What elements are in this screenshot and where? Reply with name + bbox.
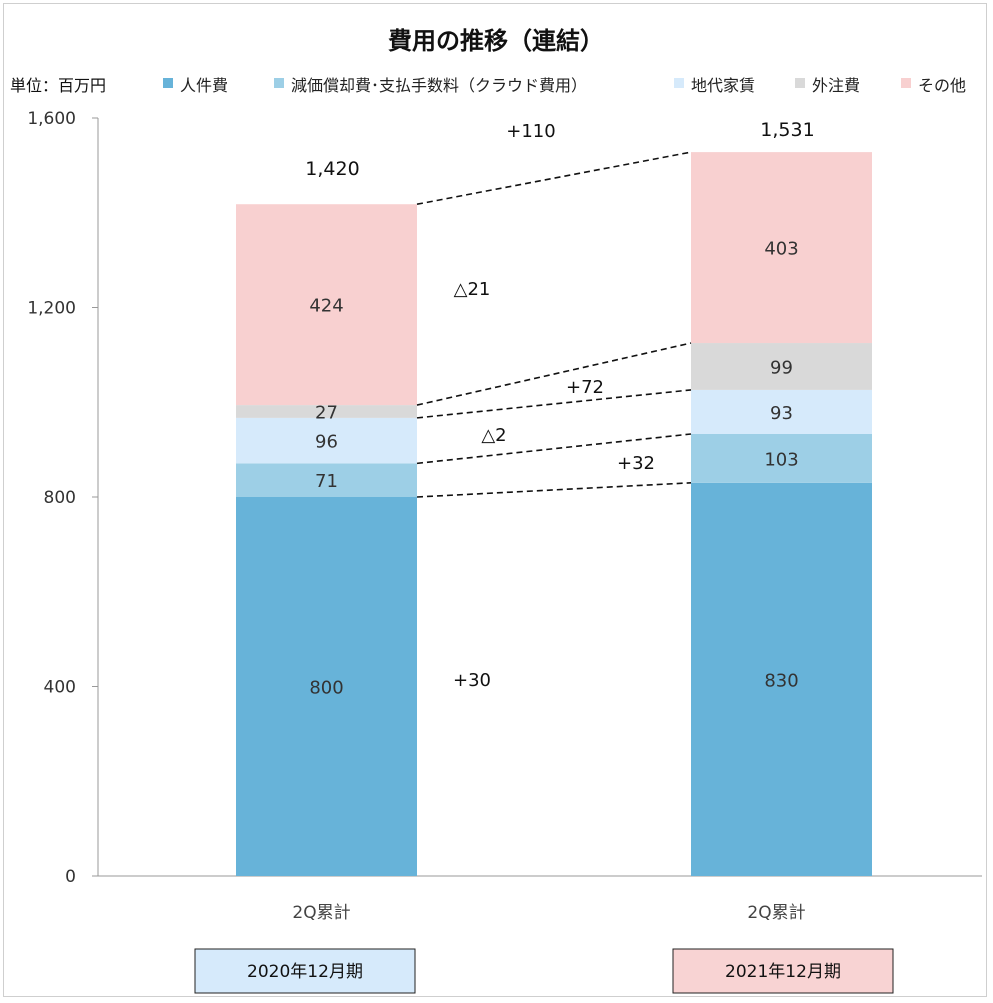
bar-segment-1-0 — [236, 463, 417, 497]
total-label-0: 1,420 — [305, 158, 359, 180]
unit-label: 単位：百万円 — [10, 76, 106, 95]
chart-frame — [3, 3, 987, 997]
legend-label-4: その他 — [918, 76, 966, 95]
category-label-1: 2Q累計 — [747, 903, 805, 923]
y-tick-label-2: 800 — [44, 488, 76, 508]
y-tick-label-0: 0 — [65, 867, 76, 887]
legend-label-1: 減価償却費･支払手数料（クラウド費用） — [291, 76, 587, 95]
legend-swatch-1 — [274, 78, 284, 88]
legend-label-3: 外注費 — [812, 76, 860, 95]
bar-segment-4-1 — [691, 152, 872, 344]
data-label-4-1: 403 — [764, 239, 798, 260]
data-label-3-0: 27 — [315, 402, 338, 423]
legend-swatch-2 — [674, 78, 684, 88]
connector-line-0 — [416, 481, 692, 498]
period-box-1 — [672, 948, 894, 994]
legend-swatch-3 — [795, 78, 805, 88]
y-tick-label-4: 1,600 — [27, 109, 76, 129]
y-tick-label-3: 1,200 — [27, 299, 76, 319]
delta-label-3: +72 — [566, 377, 604, 398]
data-label-0-1: 830 — [764, 670, 798, 691]
delta-label-4: △21 — [454, 279, 491, 300]
bar-segment-2-1 — [691, 389, 872, 434]
bar-segment-0-0 — [236, 497, 417, 876]
period-label-0: 2020年12月期 — [247, 962, 363, 982]
category-label-0: 2Q累計 — [292, 903, 350, 923]
delta-label-0: +30 — [453, 670, 491, 691]
connector-line-2 — [416, 389, 692, 419]
bar-segment-3-0 — [236, 405, 417, 418]
legend-swatch-4 — [901, 78, 911, 88]
delta-label-2: △2 — [481, 425, 506, 446]
bar-segment-1-1 — [691, 433, 872, 483]
connector-line-4 — [416, 151, 692, 206]
delta-label-1: +32 — [617, 453, 655, 474]
bar-segment-3-1 — [691, 343, 872, 390]
total-label-1: 1,531 — [760, 119, 814, 141]
legend-label-2: 地代家賃 — [691, 76, 755, 95]
data-label-0-0: 800 — [309, 678, 343, 699]
connector-line-3 — [416, 342, 692, 406]
bar-segment-4-0 — [236, 204, 417, 406]
legend-swatch-0 — [163, 78, 173, 88]
data-label-3-1: 99 — [770, 357, 793, 378]
data-label-1-0: 71 — [315, 471, 338, 492]
data-label-2-0: 96 — [315, 432, 338, 453]
data-label-4-0: 424 — [309, 296, 343, 317]
period-label-1: 2021年12月期 — [725, 962, 841, 982]
delta-label-5: +110 — [506, 121, 555, 142]
period-box-0 — [194, 948, 416, 994]
bar-segment-2-0 — [236, 417, 417, 464]
data-label-2-1: 93 — [770, 403, 793, 424]
connector-line-1 — [416, 433, 692, 465]
y-tick-label-1: 400 — [44, 678, 76, 698]
chart-title: 費用の推移（連結） — [388, 27, 604, 55]
data-label-1-1: 103 — [764, 449, 798, 470]
bar-segment-0-1 — [691, 482, 872, 876]
legend-label-0: 人件費 — [180, 76, 228, 95]
